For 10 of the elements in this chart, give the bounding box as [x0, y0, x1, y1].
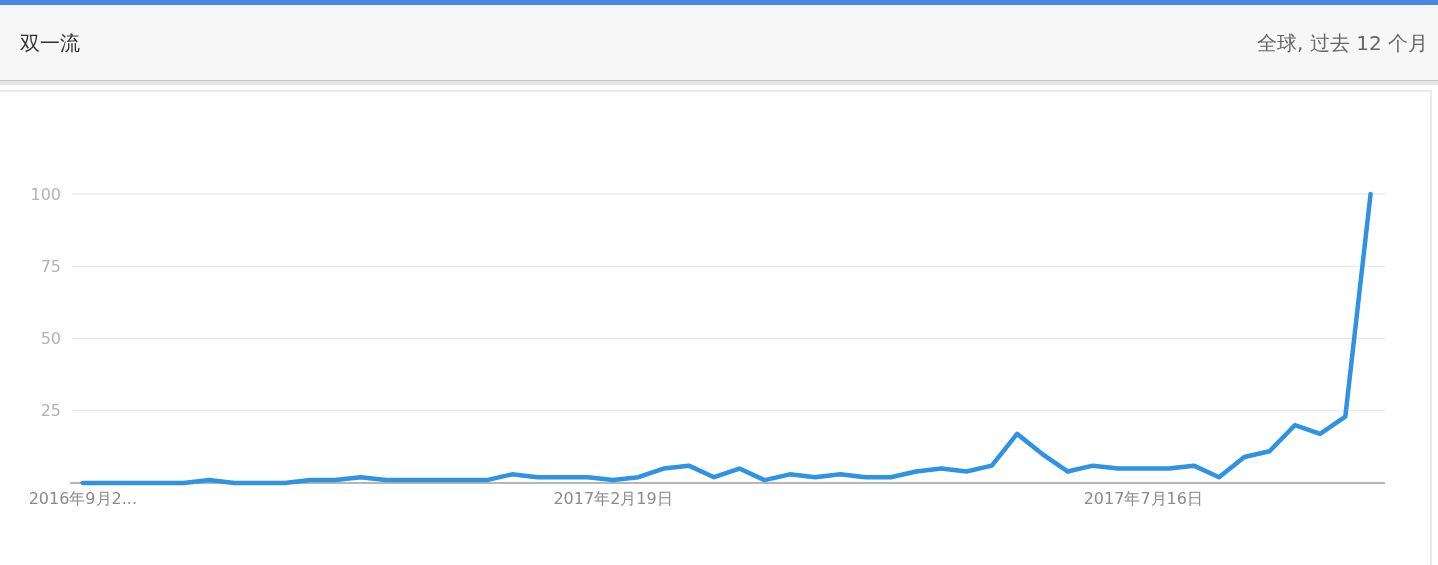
- chart-subtitle: 全球, 过去 12 个月: [1257, 31, 1428, 55]
- y-tick-label: 100: [30, 184, 61, 204]
- chart-title: 双一流: [20, 31, 80, 55]
- x-tick-label: 2017年2月19日: [553, 489, 673, 508]
- y-tick-label: 50: [40, 329, 61, 349]
- x-tick-label: 2017年7月16日: [1083, 489, 1203, 508]
- x-tick-label: 2016年9月2...: [28, 489, 137, 508]
- line-series: [80, 191, 1373, 486]
- y-tick-label: 75: [40, 256, 61, 276]
- y-tick-label: 25: [40, 401, 61, 421]
